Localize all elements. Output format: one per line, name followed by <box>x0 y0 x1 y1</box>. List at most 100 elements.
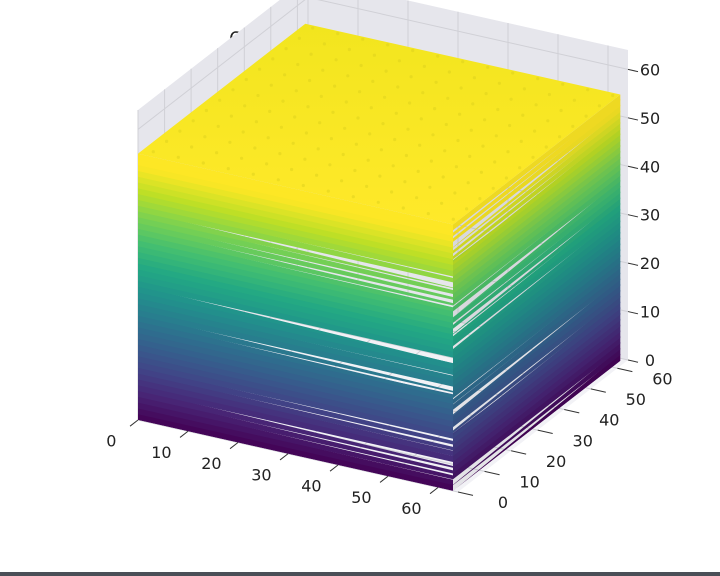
voxel-layer <box>453 216 621 362</box>
voxel-layer <box>453 187 621 333</box>
voxel-layer <box>138 155 453 239</box>
voxel-point <box>559 108 563 113</box>
voxel-layer <box>138 410 453 491</box>
voxel-point <box>376 200 380 204</box>
voxel-point <box>493 160 497 164</box>
voxel-layer <box>453 152 621 299</box>
voxel-point <box>468 154 472 158</box>
voxel-point <box>571 124 575 128</box>
voxel-layer <box>453 210 621 356</box>
voxel-layer <box>138 153 453 233</box>
voxel-point <box>340 179 344 183</box>
voxel-layer <box>453 274 621 420</box>
voxel-layer <box>138 370 453 453</box>
voxel-point <box>284 47 288 51</box>
voxel-layer <box>453 123 621 270</box>
voxel-point <box>294 89 298 93</box>
voxel-layer <box>453 181 621 327</box>
voxel-point <box>406 127 410 131</box>
voxel-point <box>428 185 432 189</box>
voxel-point <box>561 82 565 86</box>
voxel-point <box>201 161 205 165</box>
voxel-layer <box>138 288 453 372</box>
voxel-point <box>356 116 360 120</box>
voxel-layer <box>453 239 621 385</box>
voxel-layer <box>453 256 621 403</box>
voxel-point <box>586 88 590 92</box>
voxel-point <box>358 90 362 94</box>
voxel-point <box>308 78 312 83</box>
voxel-point <box>478 197 482 201</box>
z-tick-label: 30 <box>640 206 660 225</box>
voxel-point <box>240 156 244 160</box>
voxel-layer <box>453 291 621 438</box>
voxel-layer <box>138 335 453 418</box>
voxel-point <box>322 42 326 46</box>
voxel-point <box>321 68 325 72</box>
voxel-point <box>456 138 460 143</box>
voxel-point <box>309 52 313 56</box>
voxel-layer <box>138 300 453 384</box>
voxel-point <box>190 145 194 149</box>
voxel-point <box>597 104 602 108</box>
z-tick-mark <box>627 68 639 73</box>
voxel-point <box>459 86 463 90</box>
voxel-point <box>316 147 320 151</box>
voxel-point <box>546 119 550 123</box>
x-tick-label: 0 <box>106 432 116 451</box>
voxel-point <box>534 103 538 107</box>
voxel-point <box>544 145 548 149</box>
voxel-layer <box>453 343 621 490</box>
y-tick-mark <box>537 429 553 434</box>
voxel-point <box>243 104 247 108</box>
voxel-point <box>496 107 500 112</box>
voxel-point <box>369 106 373 110</box>
y-tick-mark <box>617 367 633 373</box>
voxel-point <box>346 74 350 78</box>
voxel-layer <box>138 259 453 343</box>
voxel-point <box>572 98 577 102</box>
voxel-layer <box>138 329 453 412</box>
voxel-point <box>291 141 295 145</box>
voxel-layer <box>138 352 453 436</box>
voxel-point <box>426 212 430 216</box>
voxel-layer <box>138 306 453 389</box>
voxel-point <box>315 173 319 177</box>
voxel-layer <box>138 231 453 314</box>
z-tick-label: 40 <box>640 157 660 176</box>
voxel-point <box>326 189 330 193</box>
voxel-point <box>483 118 487 122</box>
voxel-layer <box>453 338 621 484</box>
voxel-point <box>396 85 400 89</box>
voxel-point <box>436 54 440 58</box>
voxel-layer <box>138 248 453 331</box>
side-shade <box>453 94 621 491</box>
voxel-point <box>509 97 513 101</box>
voxel-point <box>419 117 423 121</box>
voxel-point <box>191 119 195 123</box>
voxel-point <box>311 26 315 30</box>
voxel-point <box>226 167 230 171</box>
y-tick-label: 50 <box>626 390 646 409</box>
voxel-layer <box>138 190 453 274</box>
voxel-layer <box>138 404 453 488</box>
y-tick-label: 20 <box>546 452 566 471</box>
voxel-layer <box>138 196 453 279</box>
voxel-point <box>329 137 333 141</box>
voxel-point <box>269 83 273 87</box>
voxel-point <box>408 101 412 105</box>
x-tick-label: 40 <box>301 477 321 496</box>
voxel-layer <box>453 314 621 461</box>
voxel-point <box>229 114 233 118</box>
voxel-point <box>336 31 340 36</box>
y-tick-label: 30 <box>573 431 593 450</box>
voxel-layer <box>138 398 453 482</box>
voxel-layer <box>453 309 621 455</box>
voxel-point <box>443 149 447 153</box>
voxel-layer <box>453 100 621 246</box>
voxel-point <box>511 71 515 75</box>
voxel-point <box>491 186 495 190</box>
voxel-point <box>268 109 272 113</box>
voxel-layer <box>138 294 453 378</box>
